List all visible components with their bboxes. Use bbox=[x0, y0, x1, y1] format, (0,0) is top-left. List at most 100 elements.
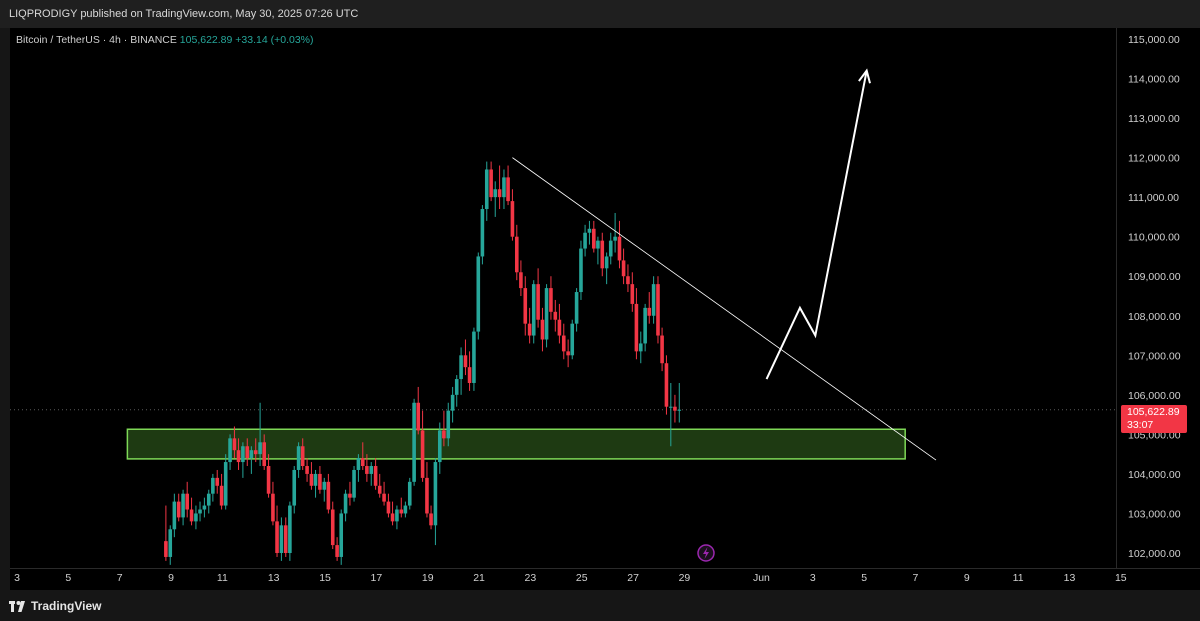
time-axis-label: 3 bbox=[14, 572, 20, 584]
candle-body-down bbox=[360, 458, 365, 467]
candle-body-up bbox=[202, 505, 207, 510]
candle-body-up bbox=[228, 438, 232, 463]
tradingview-logo-icon bbox=[9, 600, 25, 612]
candle-body-up bbox=[395, 509, 399, 522]
candle-body-down bbox=[626, 276, 630, 285]
candle-body-up bbox=[369, 466, 374, 474]
candle-body-down bbox=[617, 236, 622, 261]
time-axis-labels: 3 5 7 9 11 13 15 17 19 21 23 25 27 29 Jun 3 5 7 9 11 13 15 bbox=[14, 572, 1127, 584]
candle-body-down bbox=[318, 473, 322, 490]
lightning-icon bbox=[697, 544, 715, 562]
candle-body-down bbox=[215, 477, 220, 486]
candle-body-down bbox=[561, 335, 566, 352]
time-axis[interactable] bbox=[10, 568, 1200, 591]
candle-body-down bbox=[592, 228, 596, 249]
candle-body-down bbox=[348, 493, 352, 498]
candle-body-down bbox=[245, 446, 250, 459]
last-price-tag: 105,622.89 33:07 bbox=[1121, 405, 1187, 433]
chart-plot-area[interactable] bbox=[10, 28, 1116, 568]
price-axis-label: 115,000.00 bbox=[1128, 34, 1180, 46]
candle-body-down bbox=[664, 363, 669, 407]
candle-body-down bbox=[164, 541, 168, 557]
candle-body-down bbox=[300, 446, 305, 467]
candle-body-up bbox=[412, 402, 416, 482]
projection-arrow bbox=[765, 70, 868, 380]
candle-body-down bbox=[305, 466, 309, 474]
price-axis-label: 103,000.00 bbox=[1128, 508, 1181, 520]
candle-body-down bbox=[420, 430, 425, 478]
candle-body-up bbox=[407, 481, 412, 506]
candle-body-down bbox=[185, 493, 189, 510]
candle-body-up bbox=[194, 513, 198, 522]
footer: TradingView bbox=[0, 590, 1200, 621]
price-axis-labels: 115,000.00 114,000.00 113,000.00 112,000.00… bbox=[1128, 34, 1181, 560]
candle-body-down bbox=[600, 240, 605, 269]
candle-body-up bbox=[211, 477, 215, 494]
candle-body-down bbox=[309, 473, 314, 486]
candle-body-up bbox=[223, 462, 228, 506]
price-axis-label: 102,000.00 bbox=[1128, 548, 1181, 560]
candle-body-up bbox=[343, 493, 348, 514]
candle-body-up bbox=[484, 169, 489, 210]
candle-body-down bbox=[549, 288, 553, 312]
candle-body-up bbox=[288, 505, 292, 553]
candle-body-up bbox=[450, 394, 455, 411]
candle-body-down bbox=[557, 319, 562, 336]
candle-body-down bbox=[553, 311, 558, 320]
candle-body-up bbox=[459, 355, 463, 380]
candle-body-down bbox=[266, 466, 271, 494]
candle-body-down bbox=[232, 438, 237, 451]
time-axis-label: 21 bbox=[473, 572, 485, 584]
price-axis-label: 111,000.00 bbox=[1128, 192, 1179, 204]
time-axis-label: 7 bbox=[913, 572, 919, 584]
time-axis-label: 17 bbox=[371, 572, 383, 584]
candle-body-up bbox=[181, 493, 185, 518]
time-axis-label: 5 bbox=[861, 572, 867, 584]
symbol-price: 105,622.89 bbox=[179, 34, 233, 46]
candle-body-up bbox=[651, 284, 656, 316]
candle-body-up bbox=[292, 469, 297, 506]
candle-body-down bbox=[283, 525, 288, 553]
time-axis-label: 9 bbox=[964, 572, 970, 584]
candle-body-up bbox=[446, 410, 451, 439]
price-axis[interactable] bbox=[1116, 28, 1200, 568]
candle-body-down bbox=[442, 430, 446, 439]
candle-body-down bbox=[416, 402, 421, 431]
candle-body-down bbox=[399, 509, 404, 514]
tradingview-logo[interactable]: TradingView bbox=[9, 599, 101, 613]
candle-body-up bbox=[531, 284, 536, 336]
bar-countdown: 33:07 bbox=[1127, 419, 1154, 431]
candle-body-up bbox=[613, 236, 617, 241]
candle-body-down bbox=[536, 284, 540, 320]
time-axis-label: 15 bbox=[1115, 572, 1127, 584]
candle-body-up bbox=[608, 240, 613, 257]
candle-body-up bbox=[258, 442, 262, 455]
candle-body-up bbox=[168, 529, 173, 557]
price-axis-label: 108,000.00 bbox=[1128, 311, 1181, 323]
candle-body-down bbox=[467, 367, 472, 383]
candle-body-up bbox=[437, 430, 442, 463]
time-axis-label: Jun bbox=[753, 572, 770, 584]
time-axis-label: 19 bbox=[422, 572, 434, 584]
candle-body-down bbox=[326, 481, 331, 510]
candle-body-down bbox=[365, 466, 369, 474]
candle-body-up bbox=[472, 331, 476, 383]
candle-body-up bbox=[352, 469, 356, 498]
candle-body-down bbox=[660, 335, 664, 364]
candle-body-down bbox=[386, 501, 391, 514]
candle-body-up bbox=[241, 446, 245, 463]
candle-body-up bbox=[454, 379, 459, 395]
candle-body-down bbox=[523, 288, 528, 324]
candle-body-down bbox=[377, 485, 382, 494]
candle-body-down bbox=[527, 323, 532, 336]
time-axis-label: 3 bbox=[810, 572, 816, 584]
candle-body-down bbox=[330, 509, 335, 546]
candle-body-up bbox=[493, 189, 498, 198]
candle-body-up bbox=[596, 240, 600, 249]
price-axis-label: 112,000.00 bbox=[1128, 153, 1180, 165]
candle-body-down bbox=[566, 351, 570, 356]
candle-body-down bbox=[429, 513, 433, 526]
symbol-legend[interactable]: Bitcoin / TetherUS · 4h · BINANCE 105,62… bbox=[16, 34, 314, 46]
candle-body-down bbox=[506, 177, 510, 202]
